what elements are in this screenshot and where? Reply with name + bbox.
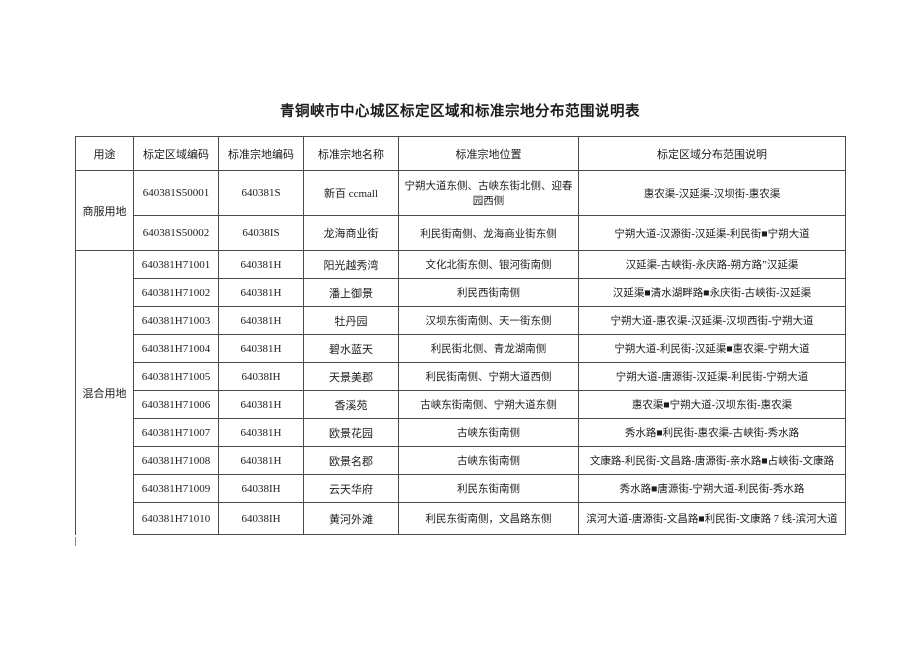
range-cell: 惠农渠-汉延渠-汉坝街-惠农渠 <box>578 170 846 216</box>
table-row: 640381H71009 64038IH 云天华府 利民东街南侧 秀水路■唐源街… <box>76 474 846 503</box>
parcel-code-cell: 64038IS <box>218 215 304 251</box>
table-row: 640381H71010 64038IH 黄河外滩 利民东街南侧，文昌路东侧 滨… <box>76 502 846 535</box>
table-row: 640381H71006 640381H 香溪苑 古峡东街南侧、宁朔大道东侧 惠… <box>76 390 846 419</box>
range-cell: 滨河大道-唐源街-文昌路■利民街-文康路 7 线-滨河大道 <box>578 502 846 535</box>
area-code-cell: 640381S50001 <box>133 170 219 216</box>
parcel-code-cell: 640381H <box>218 446 304 475</box>
parcel-name-cell: 黄河外滩 <box>303 502 399 535</box>
parcel-code-cell: 640381H <box>218 418 304 447</box>
area-code-cell: 640381H71010 <box>133 502 219 535</box>
header-parcel-code: 标准宗地编码 <box>218 136 304 171</box>
range-cell: 汉延渠■清水湖畔路■永庆街-古峡街-汉延渠 <box>578 278 846 307</box>
parcel-name-cell: 牡丹园 <box>303 306 399 335</box>
table-row: 640381H71002 640381H 潘上御景 利民西街南侧 汉延渠■清水湖… <box>76 278 846 307</box>
header-use: 用途 <box>75 136 134 171</box>
use-cell-mixed: 混合用地 <box>75 250 134 535</box>
area-code-cell: 640381H71002 <box>133 278 219 307</box>
table-row: 640381H71003 640381H 牡丹园 汉坝东街南侧、天一街东侧 宁朔… <box>76 306 846 335</box>
header-range-desc: 标定区域分布范围说明 <box>578 136 846 171</box>
area-code-cell: 640381S50002 <box>133 215 219 251</box>
parcel-name-cell: 新百 ccmall <box>303 170 399 216</box>
location-cell: 利民街南侧、龙海商业街东侧 <box>398 215 579 251</box>
range-cell: 秀水路■利民街-惠农渠-古峡街-秀水路 <box>578 418 846 447</box>
area-code-cell: 640381H71009 <box>133 474 219 503</box>
area-code-cell: 640381H71007 <box>133 418 219 447</box>
location-cell: 利民东街南侧 <box>398 474 579 503</box>
use-cell-commercial: 商服用地 <box>75 170 134 251</box>
parcel-code-cell: 64038IH <box>218 362 304 391</box>
location-cell: 古峡东街南侧、宁朔大道东侧 <box>398 390 579 419</box>
area-code-cell: 640381H71004 <box>133 334 219 363</box>
location-cell: 利民西街南侧 <box>398 278 579 307</box>
range-cell: 宁朔大道-唐源街-汉延渠-利民街-宁朔大道 <box>578 362 846 391</box>
area-code-cell: 640381H71008 <box>133 446 219 475</box>
parcel-code-cell: 640381H <box>218 306 304 335</box>
location-cell: 古峡东街南侧 <box>398 446 579 475</box>
parcel-code-cell: 64038IH <box>218 474 304 503</box>
range-cell: 秀水路■唐源街-宁朔大道-利民街-秀水路 <box>578 474 846 503</box>
range-cell: 宁朔大道-惠农渠-汉延渠-汉坝西街-宁朔大道 <box>578 306 846 335</box>
range-cell: 宁朔大道-利民街-汉延渠■惠农渠-宁朔大道 <box>578 334 846 363</box>
location-cell: 汉坝东街南侧、天一街东侧 <box>398 306 579 335</box>
page-title: 青铜峡市中心城区标定区域和标准宗地分布范围说明表 <box>280 104 640 120</box>
parcel-name-cell: 阳光越秀湾 <box>303 250 399 279</box>
area-code-cell: 640381H71001 <box>133 250 219 279</box>
table-row: 640381H71007 640381H 欧景花园 古峡东街南侧 秀水路■利民街… <box>76 418 846 447</box>
parcel-name-cell: 欧景花园 <box>303 418 399 447</box>
table-row: 640381H71004 640381H 碧水蓝天 利民街北侧、青龙湖南侧 宁朔… <box>76 334 846 363</box>
parcel-name-cell: 云天华府 <box>303 474 399 503</box>
parcel-code-cell: 64038IH <box>218 502 304 535</box>
table-row: 640381H71005 64038IH 天景美郡 利民街南侧、宁朔大道西侧 宁… <box>76 362 846 391</box>
parcel-name-cell: 碧水蓝天 <box>303 334 399 363</box>
table-header-row: 用途 标定区域编码 标准宗地编码 标准宗地名称 标准宗地位置 标定区域分布范围说… <box>75 136 846 171</box>
parcel-code-cell: 640381H <box>218 334 304 363</box>
location-cell: 古峡东街南侧 <box>398 418 579 447</box>
area-code-cell: 640381H71005 <box>133 362 219 391</box>
header-parcel-location: 标准宗地位置 <box>398 136 579 171</box>
table-row: 640381H71008 640381H 欧景名郡 古峡东街南侧 文康路-利民街… <box>76 446 846 475</box>
area-code-cell: 640381H71003 <box>133 306 219 335</box>
table-row: 商服用地 640381S50001 640381S 新百 ccmall 宁朔大道… <box>75 170 846 251</box>
location-cell: 利民东街南侧，文昌路东侧 <box>398 502 579 535</box>
parcel-name-cell: 欧景名郡 <box>303 446 399 475</box>
parcel-code-cell: 640381S <box>218 170 304 216</box>
table-row: 混合用地 640381H71001 640381H 阳光越秀湾 文化北街东侧、银… <box>75 250 846 535</box>
location-cell: 宁朔大道东侧、古峡东街北侧、迎春园西侧 <box>398 170 579 216</box>
parcel-table: 用途 标定区域编码 标准宗地编码 标准宗地名称 标准宗地位置 标定区域分布范围说… <box>75 136 846 535</box>
parcel-name-cell: 天景美郡 <box>303 362 399 391</box>
range-cell: 汉延渠-古峡街-永庆路-朔方路”汉延渠 <box>578 250 846 279</box>
table-left-border-extension <box>75 537 76 546</box>
table-row: 640381S50002 64038IS 龙海商业街 利民街南侧、龙海商业街东侧… <box>76 215 846 251</box>
parcel-code-cell: 640381H <box>218 390 304 419</box>
parcel-name-cell: 龙海商业街 <box>303 215 399 251</box>
header-area-code: 标定区域编码 <box>133 136 219 171</box>
parcel-code-cell: 640381H <box>218 278 304 307</box>
range-cell: 文康路-利民街-文昌路-唐源街-亲水路■占峡街-文康路 <box>578 446 846 475</box>
header-parcel-name: 标准宗地名称 <box>303 136 399 171</box>
area-code-cell: 640381H71006 <box>133 390 219 419</box>
parcel-name-cell: 香溪苑 <box>303 390 399 419</box>
parcel-name-cell: 潘上御景 <box>303 278 399 307</box>
range-cell: 宁朔大道-汉源街-汉延渠-利民街■宁朔大道 <box>578 215 846 251</box>
parcel-code-cell: 640381H <box>218 250 304 279</box>
location-cell: 文化北街东侧、银河街南侧 <box>398 250 579 279</box>
location-cell: 利民街北侧、青龙湖南侧 <box>398 334 579 363</box>
location-cell: 利民街南侧、宁朔大道西侧 <box>398 362 579 391</box>
range-cell: 惠农渠■宁朔大道-汉坝东街-惠农渠 <box>578 390 846 419</box>
